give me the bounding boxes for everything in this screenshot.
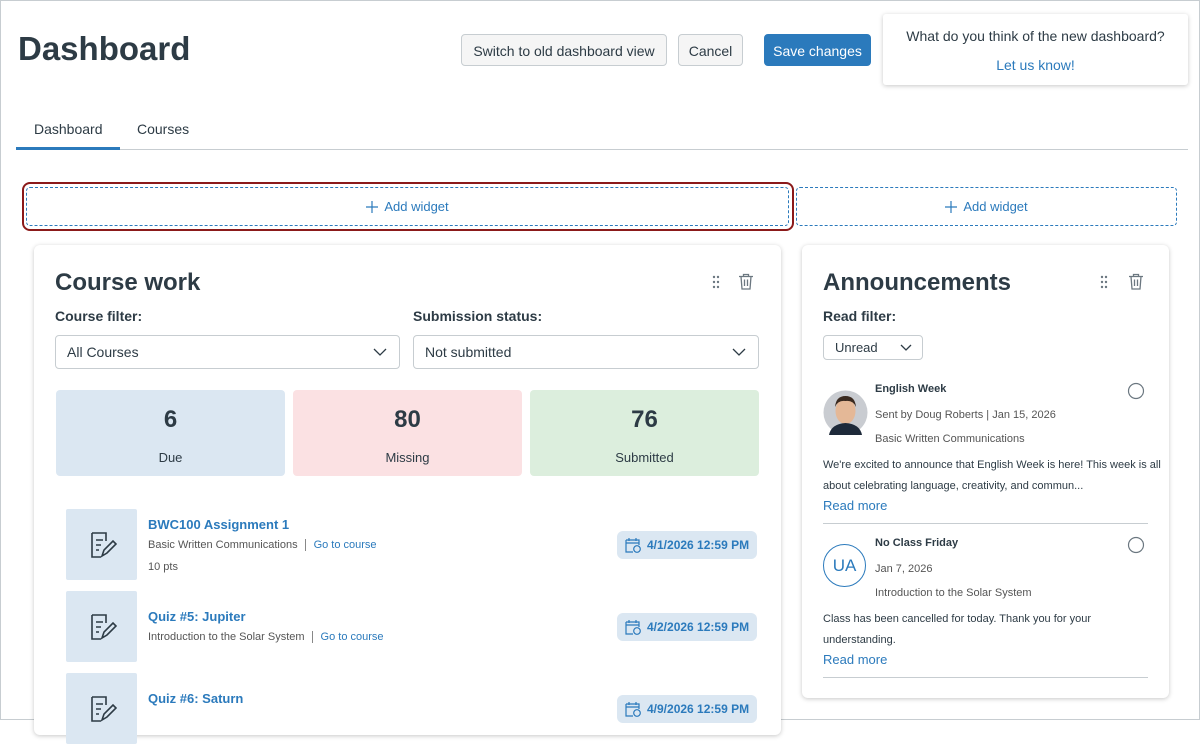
announcement-course: Introduction to the Solar System — [875, 587, 1032, 599]
filter-label: Submission status: — [413, 308, 543, 324]
item-title[interactable]: Quiz #5: Jupiter — [148, 609, 246, 624]
tab[interactable]: Courses — [137, 121, 190, 137]
select-value: Unread — [835, 340, 878, 355]
tab[interactable]: Dashboard — [34, 121, 103, 137]
active-tab-indicator — [16, 147, 120, 150]
read-toggle[interactable] — [1127, 536, 1145, 554]
assignment-icon — [66, 591, 137, 662]
announcement-meta: Jan 7, 2026 — [875, 563, 933, 575]
stat-label: Submitted — [615, 450, 674, 465]
filter-label: Read filter: — [823, 308, 897, 324]
cancel-button[interactable]: Cancel — [678, 34, 743, 66]
due-date-badge: 4/2/2026 12:59 PM — [617, 613, 758, 641]
announcement-body: Class has been cancelled for today. Than… — [823, 613, 1092, 646]
author-initials-avatar: UA — [823, 544, 866, 587]
go-to-course-link[interactable]: Go to course — [304, 539, 377, 551]
assignment-glyph — [90, 695, 117, 722]
announcement-title[interactable]: No Class Friday — [875, 537, 959, 549]
chevron-icon — [373, 348, 387, 356]
widget-title: Course work — [55, 269, 201, 296]
item-course: Introduction to the Solar System — [148, 631, 305, 643]
item-title[interactable]: Quiz #6: Saturn — [148, 691, 244, 706]
add-widget-button[interactable]: Add widget — [796, 187, 1177, 226]
widget-title: Announcements — [823, 269, 1012, 296]
announcements-widget: Announcements Read filter: Unread Englis… — [802, 245, 1169, 698]
item-course-line: Basic Written Communications Go to course — [148, 539, 377, 551]
filter-label: Course filter: — [55, 308, 143, 324]
course-work-widget: Course work Course filter: All Courses S… — [34, 245, 781, 744]
feedback-box: What do you think of the new dashboard? … — [883, 14, 1188, 85]
stat-due[interactable]: 6 Due — [56, 390, 285, 476]
stat-label: Due — [158, 450, 183, 465]
assignment-glyph — [90, 531, 117, 558]
feedback-question: What do you think of the new dashboard? — [906, 28, 1165, 44]
item-points: 10 pts — [148, 561, 178, 573]
save-button[interactable]: Save changes — [764, 34, 871, 66]
due-date: 4/2/2026 12:59 PM — [647, 620, 750, 634]
calendar-icon — [625, 620, 641, 635]
old-view-button[interactable]: Switch to old dashboard view — [461, 34, 667, 66]
highlight-frame — [22, 182, 794, 231]
divider — [823, 677, 1148, 678]
drag-handle[interactable] — [1099, 275, 1109, 289]
due-date-badge: 4/9/2026 12:59 PM — [617, 695, 758, 723]
stat-number: 80 — [394, 406, 421, 433]
go-to-course-link[interactable]: Go to course — [311, 631, 384, 643]
tab-divider — [16, 149, 1188, 150]
stat-label: Missing — [385, 450, 430, 465]
due-date-badge: 4/1/2026 12:59 PM — [617, 531, 758, 559]
author-avatar — [823, 390, 868, 435]
stat-number: 6 — [163, 406, 178, 433]
item-course: Basic Written Communications — [148, 539, 298, 551]
select-value: All Courses — [67, 344, 139, 360]
announcement-body: We're excited to announce that English W… — [823, 459, 1161, 492]
delete-icon[interactable] — [1128, 273, 1144, 290]
item-title[interactable]: BWC100 Assignment 1 — [148, 517, 290, 532]
drag-handle[interactable] — [711, 275, 721, 289]
add-widget-label: Add widget — [963, 199, 1028, 214]
announcement-course: Basic Written Communications — [875, 433, 1025, 445]
read-more-link[interactable]: Read more — [823, 652, 888, 667]
assignment-icon — [66, 509, 137, 580]
chevron-icon — [732, 348, 746, 356]
course-filter-select[interactable]: All Courses — [55, 335, 400, 369]
announcement-meta: Sent by Doug Roberts | Jan 15, 2026 — [875, 409, 1056, 421]
stat-submitted[interactable]: 76 Submitted — [530, 390, 759, 476]
read-toggle[interactable] — [1127, 382, 1145, 400]
feedback-link[interactable]: Let us know! — [996, 57, 1075, 73]
add-widget-label: Add widget — [384, 199, 449, 214]
calendar-icon — [625, 702, 641, 717]
page-title: Dashboard — [18, 30, 191, 67]
select-value: Not submitted — [425, 344, 512, 360]
announcement-title[interactable]: English Week — [875, 383, 947, 395]
calendar-icon — [625, 538, 641, 553]
divider — [823, 523, 1148, 524]
stat-number: 76 — [631, 406, 658, 433]
add-widget-button[interactable]: Add widget — [26, 187, 789, 226]
plus-icon — [945, 200, 958, 213]
assignment-glyph — [90, 613, 117, 640]
stat-missing[interactable]: 80 Missing — [293, 390, 522, 476]
delete-icon[interactable] — [738, 273, 754, 290]
read-more-link[interactable]: Read more — [823, 498, 888, 513]
status-filter-select[interactable]: Not submitted — [413, 335, 759, 369]
assignment-icon — [66, 673, 137, 744]
read-filter-select[interactable]: Unread — [823, 335, 923, 360]
item-course-line: Introduction to the Solar System Go to co… — [148, 631, 384, 643]
plus-icon — [366, 200, 379, 213]
due-date: 4/1/2026 12:59 PM — [647, 538, 750, 552]
due-date: 4/9/2026 12:59 PM — [647, 702, 750, 716]
chevron-icon — [900, 344, 912, 351]
